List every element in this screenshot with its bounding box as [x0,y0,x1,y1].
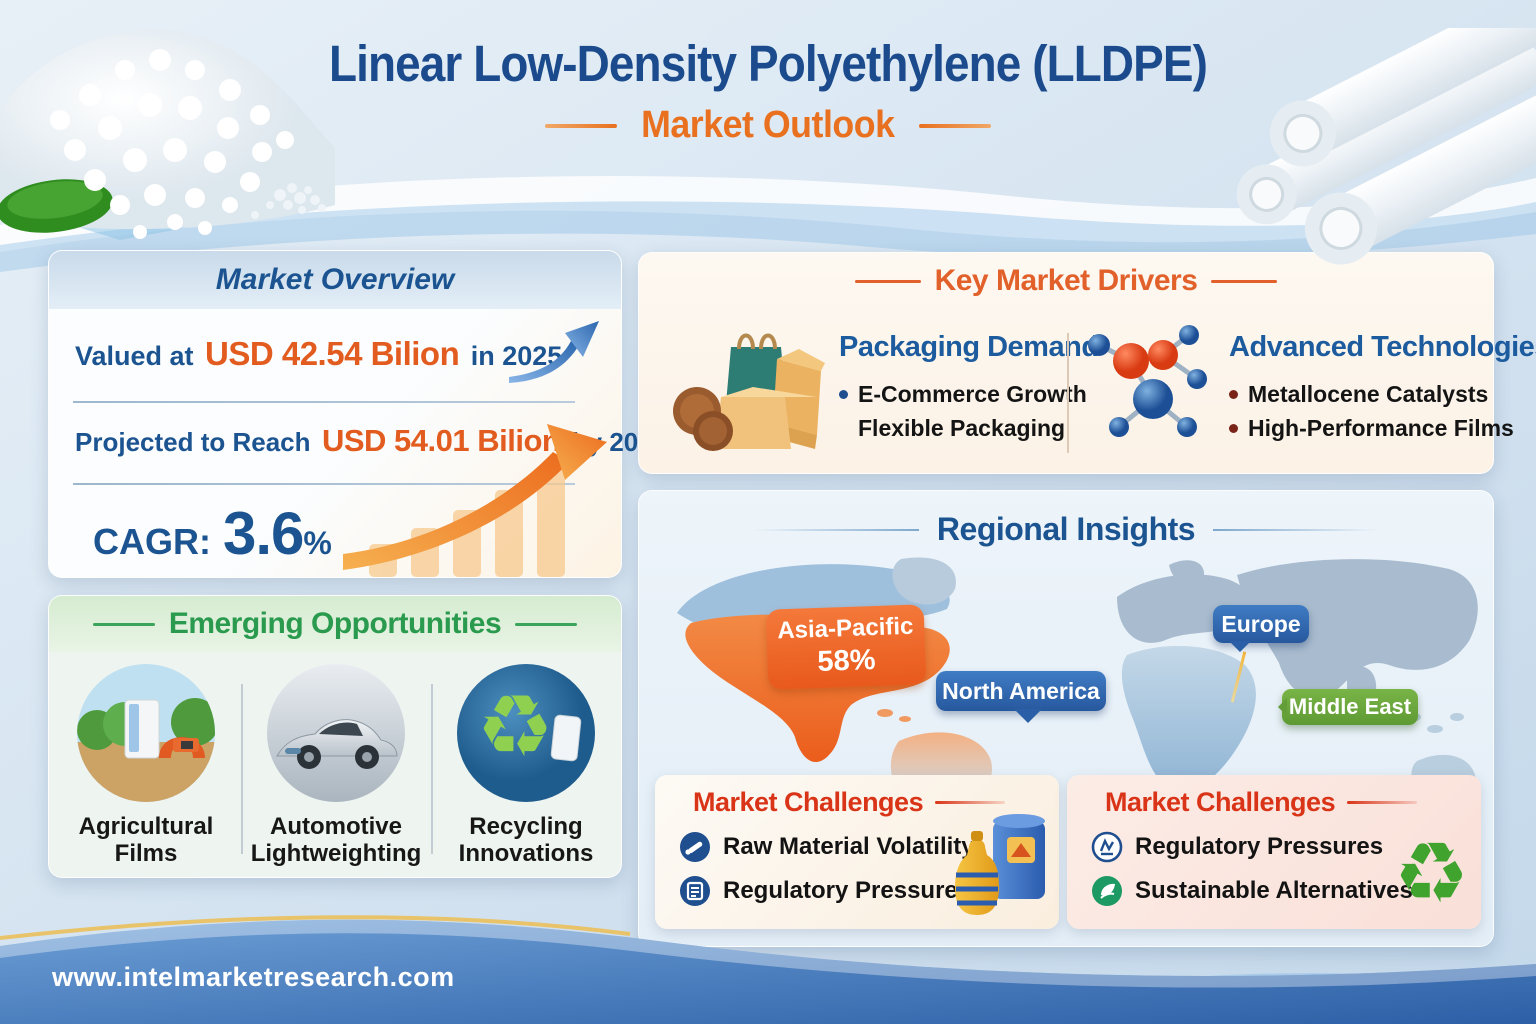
svg-text:♻: ♻ [476,677,553,777]
driver-bullet: E-Commerce Growth [839,381,1087,408]
packaging-demand-title: Packaging Demand [839,331,1099,363]
market-challenges-heading: Market Challenges [1105,787,1336,817]
molecule-illustration [1088,325,1207,437]
market-challenges-left-header: Market Challenges [693,787,1006,818]
packaging-boxes-illustration [673,333,825,451]
key-market-drivers-heading: Key Market Drivers [934,264,1198,297]
challenge-label: Regulatory Pressures [1135,833,1384,860]
cagr-label: CAGR: [93,521,211,562]
region-badge-europe: Europe [1213,605,1309,652]
driver-bullet: Flexible Packaging [858,415,1066,441]
key-market-drivers-card: Key Market Drivers Packaging Demand E-Co… [638,252,1536,474]
red-dash [935,801,1006,804]
challenge-label: Sustainable Alternatives [1135,877,1413,904]
growth-arrow-blue [509,321,599,383]
opportunity-divider-1 [241,684,243,854]
challenge-item: Raw Material Volatility [679,831,975,863]
bullet-dot [1229,424,1238,433]
opportunity-divider-2 [431,684,433,854]
sustainable-alternatives-icon [1092,876,1122,906]
drivers-divider [1067,333,1069,453]
bullet-dot [1229,390,1238,399]
challenge-item: Regulatory Pressures [1091,831,1383,863]
cagr-row: CAGR: 3.6% [93,499,332,568]
oil-drum-illustration [955,814,1045,915]
overview-divider-1 [73,401,575,403]
cagr-value: 3.6 [222,500,304,567]
regional-insights-heading: Regional Insights [936,511,1196,547]
region-name: Asia-Pacific [776,612,914,645]
red-dash [1347,801,1418,804]
projection-prefix: Projected to Reach [75,427,311,457]
driver-bullet: High-Performance Films [1229,415,1514,442]
recycle-icon: ♻ [1393,824,1469,922]
market-challenges-right-header: Market Challenges [1105,787,1418,818]
regulatory-pressures-icon [1091,831,1123,863]
opportunity-label: Agricultural Films [78,813,214,867]
growth-arrow-orange [343,424,607,577]
market-overview-heading: Market Overview [215,263,455,296]
driver-bullet: Metallocene Catalysts [1229,381,1488,408]
projection-value: USD 54.01 Bilion [321,423,561,458]
blue-line-left [753,528,919,531]
overview-divider-2 [73,483,575,485]
subtitle-dash-right [918,123,991,128]
region-badge-north-america: North America [936,671,1106,723]
advanced-technologies-title: Advanced Technologies [1229,331,1536,363]
opportunity-label: Recycling Innovations [458,813,594,867]
opportunity-automotive: Automotive Lightweighting [245,664,427,868]
region-badge-asia-pacific: Asia-Pacific 58% [765,604,927,690]
opportunity-agricultural-films: Agricultural Films [55,664,237,868]
challenge-label: Raw Material Volatility [723,833,975,860]
valuation-prefix: Valued at [75,341,194,371]
emerging-opportunities-card: Emerging Opportunities Agricultural Film… [48,595,622,878]
recycling-symbol-photo: ♻ [457,664,595,802]
page-title: Linear Low-Density Polyethylene (LLDPE) [329,35,1208,92]
key-market-drivers-header: Key Market Drivers [639,253,1493,309]
regulatory-pressures-icon [680,876,710,906]
page-subtitle: Market Outlook [641,104,895,146]
automotive-car-photo [267,664,405,802]
emerging-opportunities-heading: Emerging Opportunities [168,607,502,640]
green-dash-right [515,622,578,626]
opportunity-label: Automotive Lightweighting [250,813,422,867]
cagr-unit: % [303,525,332,561]
market-challenges-right-card: Market Challenges Regulatory Pressures S… [1067,775,1481,929]
market-overview-card: Market Overview Valued at USD 42.54 Bili… [48,250,667,578]
challenge-item: Sustainable Alternatives [1091,875,1413,907]
agricultural-films-photo [77,664,215,802]
opportunity-recycling: ♻ Recycling Innovations [435,664,617,868]
market-overview-header: Market Overview [49,251,621,309]
region-share: 58% [816,643,877,678]
regional-insights-header: Regional Insights [639,511,1493,548]
valuation-row: Valued at USD 42.54 Bilion in 2025 [75,335,562,373]
orange-dash-left [854,279,921,283]
emerging-opportunities-header: Emerging Opportunities [49,596,621,652]
market-challenges-left-card: Market Challenges Raw Material Volatilit… [655,775,1059,929]
challenge-item: Regulatory Pressures [679,875,971,907]
valuation-value: USD 42.54 Bilion [205,335,460,372]
green-dash-left [92,622,155,626]
page-subtitle-row: Market Outlook [0,104,1536,147]
bullet-dot [839,390,848,399]
subtitle-dash-left [545,123,618,128]
footer-website-url: www.intelmarketresearch.com [52,962,455,992]
challenge-label: Regulatory Pressures [723,877,972,904]
orange-dash-right [1211,279,1278,283]
blue-line-right [1213,528,1379,531]
market-challenges-heading: Market Challenges [693,787,924,817]
regional-insights-card: Regional Insights [638,490,1494,947]
region-badge-middle-east: Middle East [1278,689,1418,725]
raw-material-volatility-icon [680,832,710,862]
